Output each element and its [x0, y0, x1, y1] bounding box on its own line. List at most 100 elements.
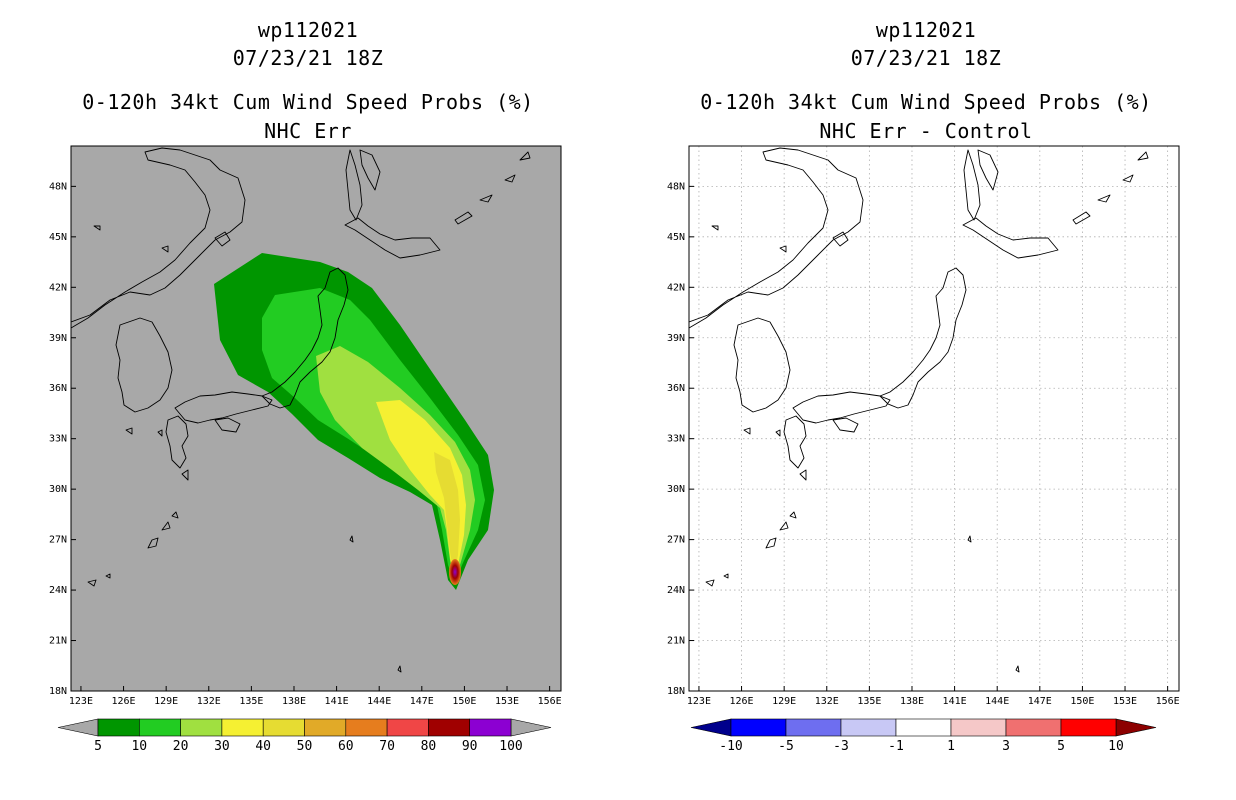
right-title-subtitle: NHC Err - Control	[819, 119, 1033, 143]
coastline-segment	[962, 217, 1059, 259]
lat-label: 27N	[667, 535, 685, 546]
coastline-segment	[705, 579, 715, 587]
coastline-segment	[832, 231, 849, 247]
colorbar-label: 40	[255, 739, 271, 754]
lat-label: 45N	[49, 232, 67, 243]
lon-label: 126E	[112, 696, 136, 707]
right-map-panel: 18N 21N 24N 27N 30N 33N 36N 39N 42N 45N 48N 123E 126…	[667, 145, 1180, 707]
lat-label: 27N	[49, 535, 67, 546]
right-map-background	[689, 146, 1179, 691]
colorbar-swatch	[1060, 718, 1117, 737]
coastline-segment	[743, 427, 751, 435]
lon-label: 141E	[943, 696, 967, 707]
lat-label: 21N	[49, 636, 67, 647]
lon-label: 129E	[772, 696, 796, 707]
colorbar-swatch	[262, 718, 305, 737]
lon-label: 138E	[282, 696, 306, 707]
coastline-segment	[174, 391, 273, 424]
colorbar-swatch	[139, 718, 181, 737]
left-map-panel: 18N 21N 24N 27N 30N 33N 36N 39N 42N 45N 48N 123E 126…	[49, 145, 562, 707]
colorbar-label: 60	[338, 739, 354, 754]
lat-label: 42N	[667, 282, 685, 293]
coastline-segment	[779, 521, 789, 531]
right-title-product: 0-120h 34kt Cum Wind Speed Probs (%)	[700, 90, 1152, 114]
coastline-segment	[165, 415, 189, 469]
coastline-segment	[723, 573, 729, 579]
coastline-segment	[161, 245, 169, 253]
lat-label: 30N	[667, 484, 685, 495]
coastline-segment	[1072, 211, 1091, 225]
lon-label: 153E	[1113, 696, 1137, 707]
colorbar-label: 20	[173, 739, 189, 754]
right-map-frame	[688, 145, 1180, 692]
lat-label: 30N	[49, 484, 67, 495]
coastline-segment	[1137, 151, 1149, 161]
coastline-segment	[397, 665, 402, 673]
lon-label: 153E	[495, 696, 519, 707]
coastline-segment	[157, 429, 163, 437]
colorbar-swatch	[180, 718, 223, 737]
coastline-segment	[977, 149, 999, 191]
lon-label: 135E	[239, 696, 263, 707]
coastline-segment	[344, 217, 441, 259]
lon-label: 138E	[900, 696, 924, 707]
lat-label: 36N	[667, 383, 685, 394]
prob-band-40	[434, 452, 460, 575]
right-coastlines	[689, 147, 1149, 673]
lat-label: 33N	[49, 434, 67, 445]
colorbar-swatch	[840, 718, 897, 737]
colorbar-label: -1	[888, 739, 904, 754]
lon-label: 135E	[857, 696, 881, 707]
coastline-segment	[1015, 665, 1020, 673]
lat-label: 42N	[49, 282, 67, 293]
coastline-segment	[454, 211, 473, 225]
lat-label: 18N	[49, 686, 67, 697]
colorbar-swatch	[785, 718, 842, 737]
lon-label: 123E	[687, 696, 711, 707]
coastline-segment	[1097, 194, 1111, 203]
right-colorbar: -10 -5 -3 -1 1 3 5 10	[690, 718, 1157, 754]
lon-label: 123E	[69, 696, 93, 707]
coastline-segment	[105, 573, 111, 579]
coastline-segment	[359, 149, 381, 191]
coastline-segment	[261, 267, 349, 409]
coastline-segment	[214, 231, 231, 247]
prob-band-30	[376, 400, 466, 580]
coastline-segment	[799, 469, 807, 481]
lat-label: 39N	[667, 333, 685, 344]
coastline-segment	[181, 469, 189, 481]
colorbar-label: 10	[131, 739, 147, 754]
coastline-segment	[792, 391, 891, 424]
colorbar-label: -10	[719, 739, 742, 754]
colorbar-label: 80	[421, 739, 437, 754]
left-coastlines	[71, 147, 531, 673]
colorbar-label: 3	[1002, 739, 1010, 754]
left-colorbar: 5 10 20 30 40 50 60 70 80 90 100	[57, 718, 552, 754]
coastline-segment	[963, 149, 981, 221]
coastline-segment	[125, 427, 133, 435]
coastline-segment	[519, 151, 531, 161]
coastline-segment	[832, 417, 859, 433]
colorbar-swatch	[386, 718, 429, 737]
coastline-segment	[71, 147, 246, 329]
lat-label: 45N	[667, 232, 685, 243]
left-map-frame	[70, 145, 562, 692]
colorbar-label: 30	[214, 739, 230, 754]
colorbar-label: -5	[778, 739, 794, 754]
prob-band-20	[316, 346, 475, 582]
colorbar-swatch	[1005, 718, 1062, 737]
lon-label: 150E	[452, 696, 476, 707]
left-title-subtitle: NHC Err	[264, 119, 352, 143]
lon-label: 147E	[410, 696, 434, 707]
colorbar-swatch	[345, 718, 388, 737]
colorbar-swatch	[950, 718, 1007, 737]
colorbar-swatch	[895, 718, 952, 737]
colorbar-swatch	[97, 718, 140, 737]
lon-label: 126E	[730, 696, 754, 707]
right-title-storm-id: wp112021	[875, 18, 977, 42]
coastline-segment	[479, 194, 493, 203]
colorbar-label: -3	[833, 739, 849, 754]
right-axis-ticks: 18N 21N 24N 27N 30N 33N 36N 39N 42N 45N 48N 123E 126…	[667, 181, 1180, 707]
lat-label: 36N	[49, 383, 67, 394]
left-title-storm-id: wp112021	[257, 18, 359, 42]
